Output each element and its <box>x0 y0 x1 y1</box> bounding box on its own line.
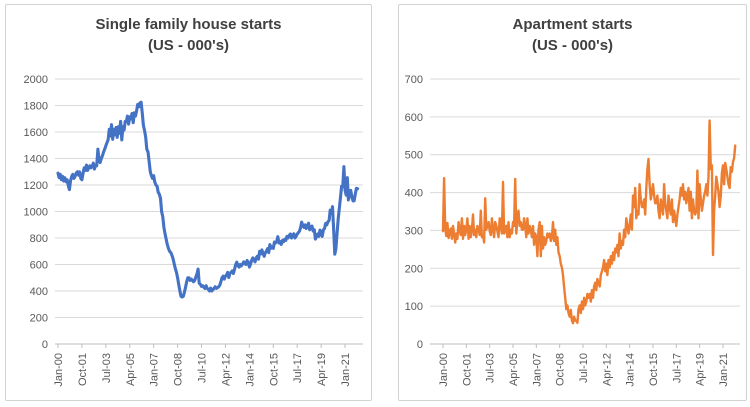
svg-text:Jul-17: Jul-17 <box>671 353 683 383</box>
svg-text:500: 500 <box>405 150 423 162</box>
svg-text:1400: 1400 <box>24 154 48 166</box>
single-family-chart-panel: Single family house starts (US - 000's) … <box>5 4 372 401</box>
svg-text:Apr-12: Apr-12 <box>220 353 232 386</box>
svg-text:0: 0 <box>42 339 48 351</box>
svg-text:Jan-14: Jan-14 <box>625 353 637 387</box>
svg-text:Oct-01: Oct-01 <box>77 353 89 386</box>
apartment-chart-title: Apartment starts (US - 000's) <box>399 14 746 56</box>
single-family-chart-title: Single family house starts (US - 000's) <box>6 14 371 56</box>
svg-text:Jan-07: Jan-07 <box>149 353 161 387</box>
svg-text:1000: 1000 <box>24 207 48 219</box>
svg-text:Oct-08: Oct-08 <box>555 353 567 386</box>
svg-text:Jan-14: Jan-14 <box>244 353 256 387</box>
single-family-title-line: Single family house starts <box>95 16 282 33</box>
svg-text:Jan-00: Jan-00 <box>438 353 450 387</box>
svg-text:600: 600 <box>405 112 423 124</box>
svg-text:800: 800 <box>30 233 48 245</box>
svg-text:Apr-05: Apr-05 <box>508 353 520 386</box>
svg-text:Jul-03: Jul-03 <box>101 353 113 383</box>
svg-text:Jul-17: Jul-17 <box>292 353 304 383</box>
svg-text:400: 400 <box>30 286 48 298</box>
svg-text:1200: 1200 <box>24 180 48 192</box>
svg-text:Oct-08: Oct-08 <box>173 353 185 386</box>
svg-text:Jul-10: Jul-10 <box>578 353 590 383</box>
svg-text:Apr-05: Apr-05 <box>125 353 137 386</box>
svg-text:300: 300 <box>405 225 423 237</box>
svg-text:Jan-07: Jan-07 <box>531 353 543 387</box>
svg-text:100: 100 <box>405 301 423 313</box>
svg-text:Jul-03: Jul-03 <box>485 353 497 383</box>
svg-text:2000: 2000 <box>24 74 48 86</box>
svg-text:Oct-15: Oct-15 <box>648 353 660 386</box>
svg-text:Oct-15: Oct-15 <box>268 353 280 386</box>
svg-text:Jan-21: Jan-21 <box>718 353 730 387</box>
svg-text:Apr-19: Apr-19 <box>316 353 328 386</box>
svg-text:Jan-00: Jan-00 <box>53 353 65 387</box>
svg-text:Apr-12: Apr-12 <box>601 353 613 386</box>
svg-text:400: 400 <box>405 188 423 200</box>
svg-text:1800: 1800 <box>24 101 48 113</box>
apartment-title-line: Apartment starts <box>512 16 633 33</box>
svg-text:1600: 1600 <box>24 127 48 139</box>
svg-text:600: 600 <box>30 260 48 272</box>
apartment-subtitle-line: (US - 000's) <box>531 37 614 54</box>
single-family-line-chart: 0 200 400 600 800 1000 1200 1400 1600 1800 2000 Jan… <box>24 74 363 387</box>
single-family-subtitle-line: (US - 000's) <box>147 37 230 54</box>
svg-text:0: 0 <box>417 339 423 351</box>
apartment-chart-panel: Apartment starts (US - 000's) 0 100 200 300… <box>398 4 747 401</box>
svg-text:Apr-19: Apr-19 <box>695 353 707 386</box>
svg-text:Jul-10: Jul-10 <box>197 353 209 383</box>
svg-text:200: 200 <box>405 263 423 275</box>
apartment-line-chart: 0 100 200 300 400 500 600 700 Jan-00 Oct-01 Jul-03… <box>405 74 740 387</box>
svg-text:Oct-01: Oct-01 <box>461 353 473 386</box>
svg-text:200: 200 <box>30 313 48 325</box>
svg-text:Jan-21: Jan-21 <box>340 353 352 387</box>
svg-text:700: 700 <box>405 74 423 86</box>
